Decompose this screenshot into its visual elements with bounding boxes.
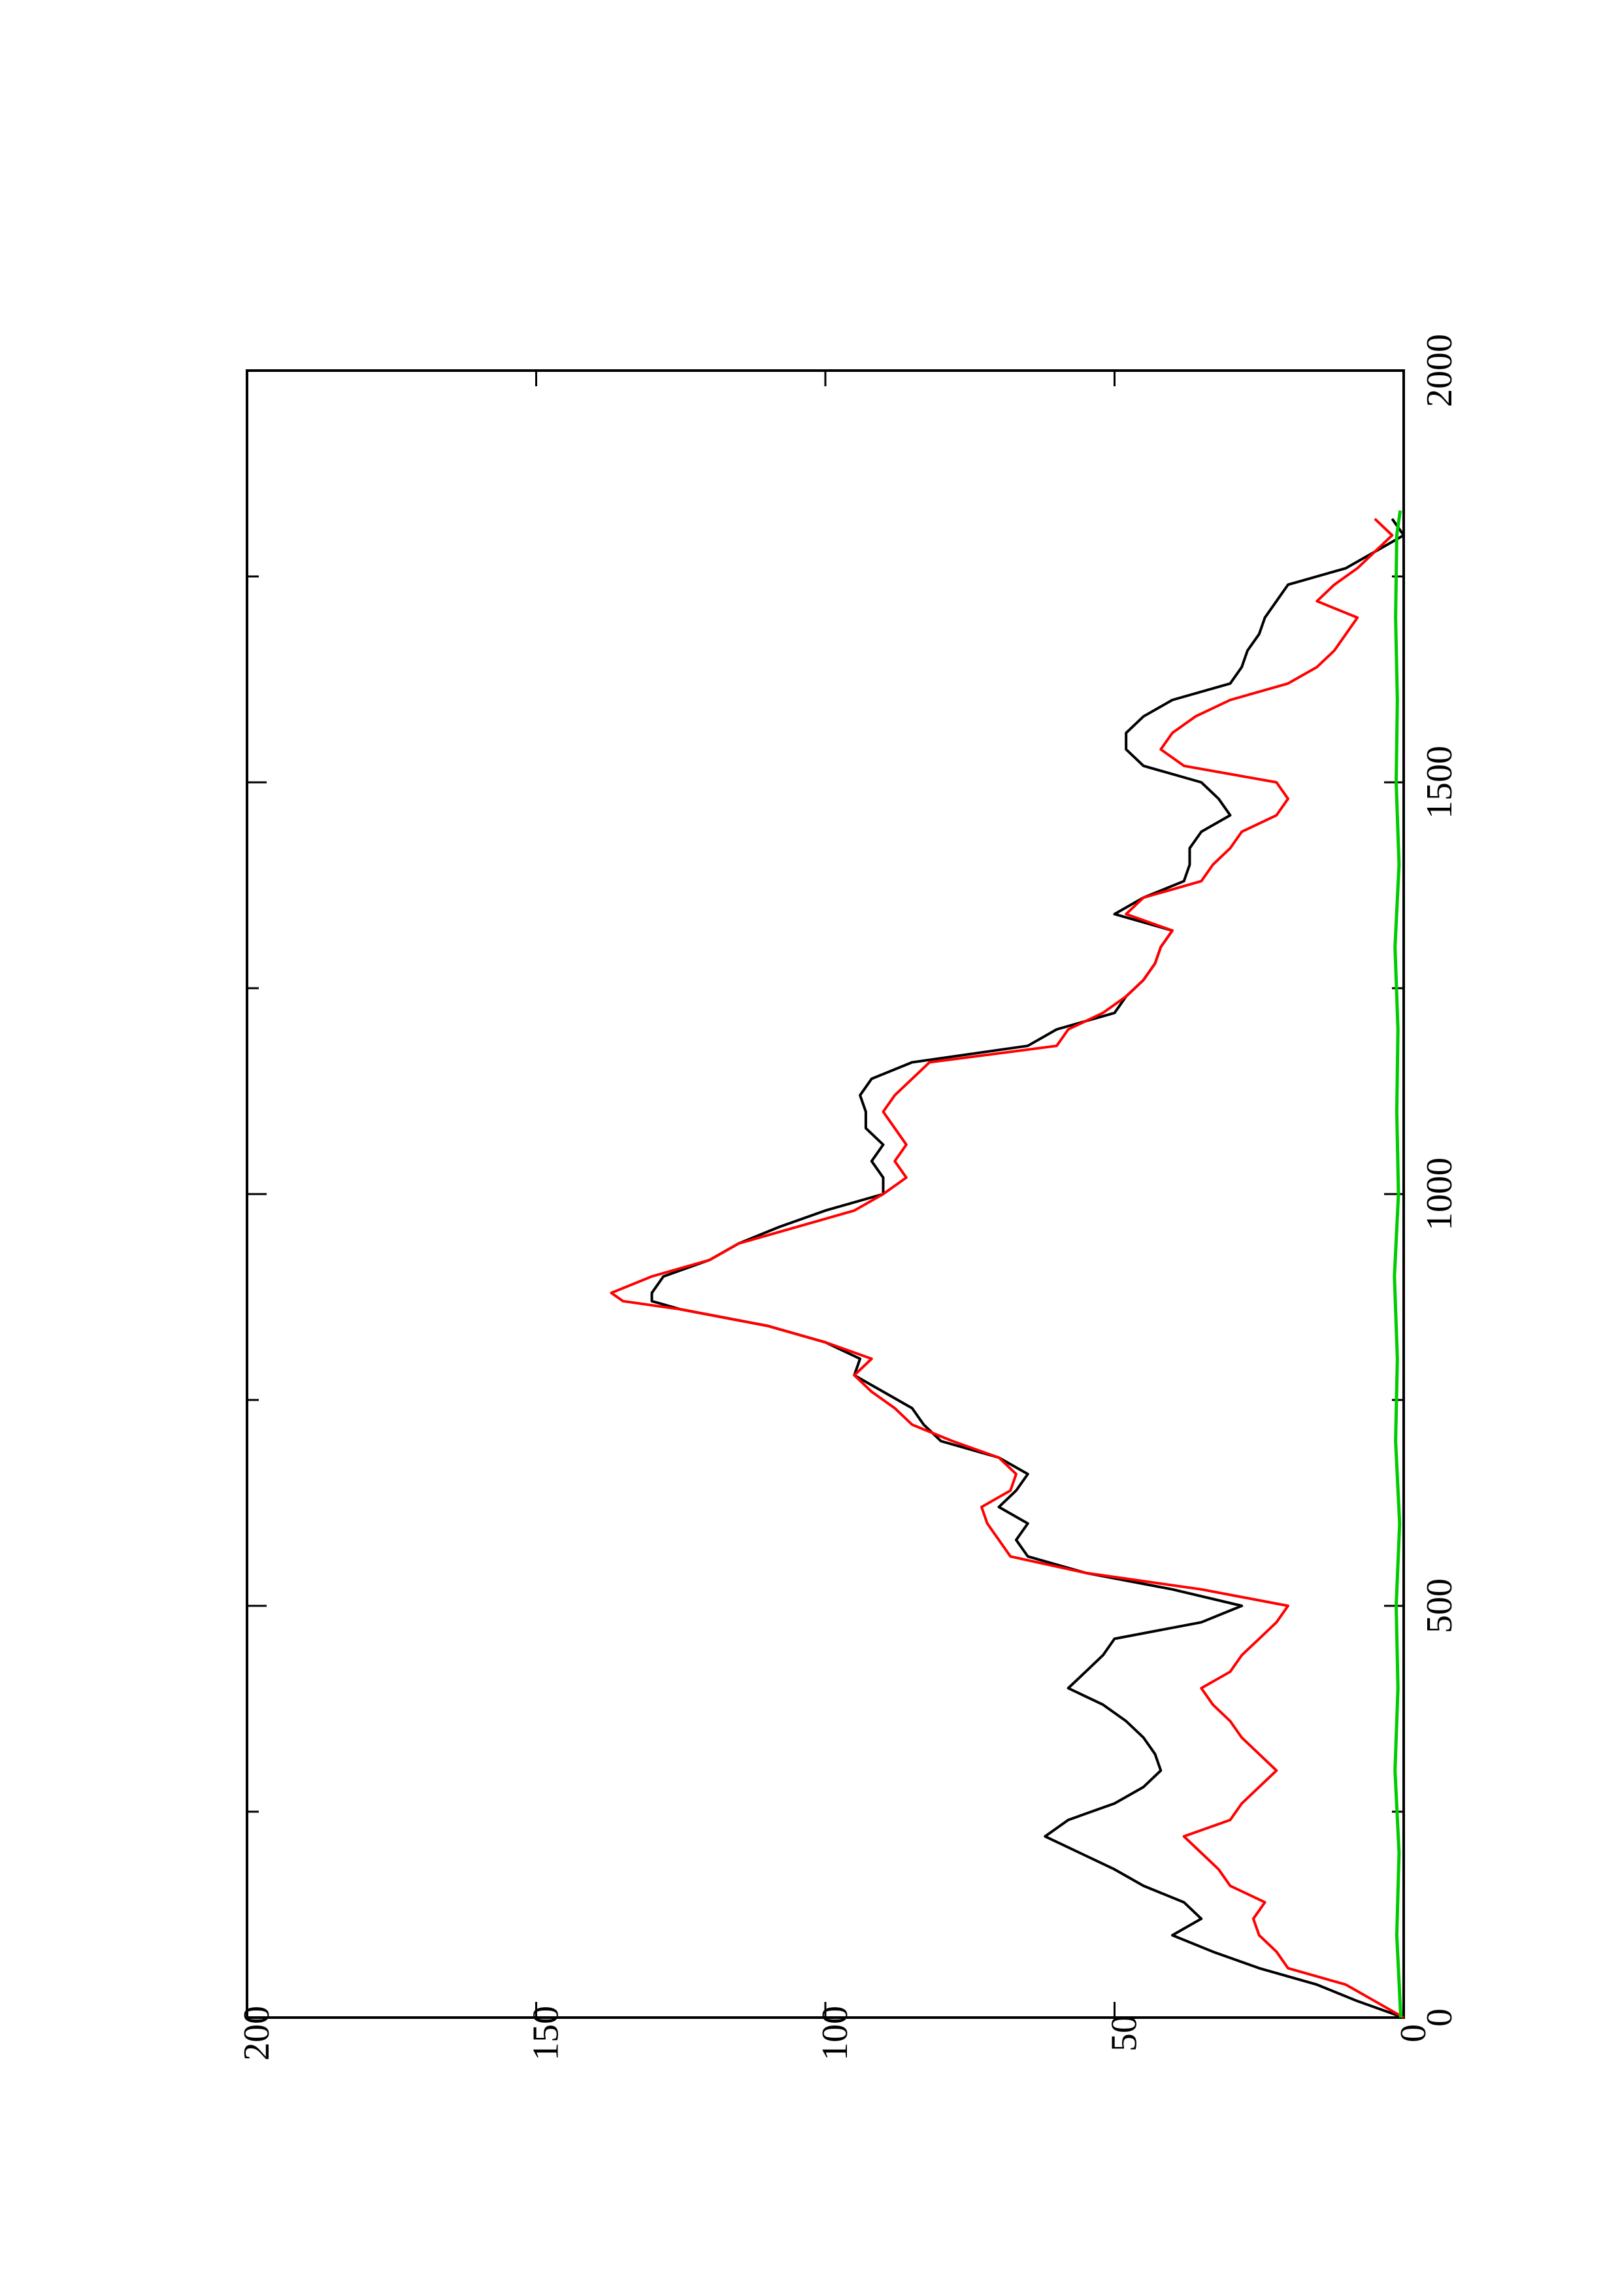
x-tick-label: 500: [1419, 1578, 1460, 1633]
x-tick-label: 1500: [1419, 746, 1460, 819]
series-line-2: [1395, 510, 1401, 2018]
y-tick-label: 50: [1104, 2015, 1144, 2052]
x-axis-ticks: 0 500 1000 1500 2000: [247, 334, 1460, 2027]
series-path: [1395, 510, 1401, 2018]
x-tick-label: 1000: [1419, 1157, 1460, 1231]
series-path: [612, 519, 1404, 2018]
y-tick-label: 200: [237, 2006, 277, 2061]
series-group: [612, 510, 1404, 2018]
y-tick-label: 150: [525, 2006, 566, 2061]
series-path: [652, 519, 1404, 2018]
plot-frame: [247, 371, 1404, 2018]
x-tick-label: 0: [1419, 2008, 1460, 2027]
series-line-0: [652, 519, 1404, 2018]
series-line-1: [612, 519, 1404, 2018]
y-tick-label: 100: [815, 2006, 855, 2061]
x-tick-label: 2000: [1419, 334, 1460, 407]
